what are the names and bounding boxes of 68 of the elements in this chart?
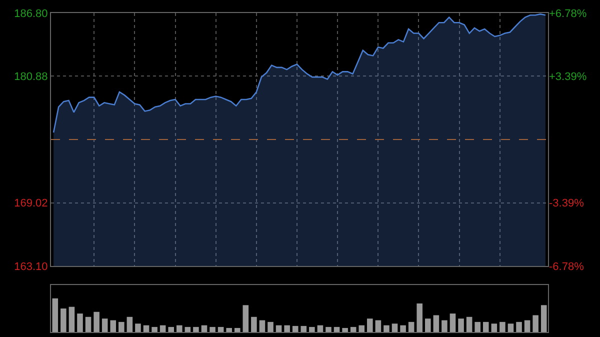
bar: [342, 328, 348, 332]
bar: [126, 316, 133, 332]
bar: [458, 318, 464, 332]
bar: [77, 314, 83, 332]
bar: [176, 325, 182, 332]
bar: [94, 312, 100, 332]
bar: [433, 315, 440, 332]
bar: [268, 322, 274, 332]
bar: [193, 326, 199, 332]
bar: [276, 325, 282, 332]
bar: [516, 322, 522, 332]
bar: [524, 320, 530, 332]
y2-tick-label: +6.78%: [549, 8, 587, 20]
bar: [152, 326, 158, 332]
bar: [259, 320, 266, 332]
y-tick-label: 163.10: [14, 260, 48, 273]
bar: [416, 303, 423, 332]
bar: [384, 325, 390, 332]
bar: [408, 322, 414, 332]
bar: [110, 320, 116, 332]
y2-tick-label: +3.39%: [549, 71, 587, 84]
bar: [210, 326, 216, 332]
bar: [474, 322, 480, 332]
bar: [135, 324, 141, 332]
bar: [234, 328, 240, 332]
bar: [491, 324, 498, 332]
bar: [508, 324, 514, 332]
y2-tick-label: -6.78%: [549, 260, 584, 273]
bar: [118, 322, 124, 332]
bar: [367, 318, 373, 332]
bar: [284, 325, 290, 332]
y-tick-label: 169.02: [14, 198, 48, 210]
bar: [160, 325, 166, 332]
y-tick-label: 180.88: [14, 71, 48, 84]
bar: [68, 306, 75, 332]
bar: [201, 325, 208, 332]
bar: [242, 305, 249, 332]
bar: [532, 315, 538, 332]
bar: [218, 326, 224, 332]
bar: [292, 326, 298, 332]
bar: [168, 326, 174, 332]
bar: [466, 316, 472, 332]
bar: [85, 316, 92, 332]
bar: [102, 318, 108, 332]
bar: [500, 322, 506, 332]
y-tick-label: 186.80: [14, 8, 48, 20]
bar: [375, 320, 382, 332]
bar: [143, 325, 150, 332]
bar: [251, 316, 257, 332]
bar: [309, 326, 315, 332]
bar: [334, 326, 340, 332]
bar: [358, 325, 365, 332]
y2-tick-label: -3.39%: [549, 198, 584, 210]
bar: [300, 326, 307, 332]
bar: [540, 305, 547, 332]
bar: [450, 314, 456, 332]
bar: [184, 326, 191, 332]
bar: [350, 326, 356, 332]
bar: [392, 324, 398, 332]
bar: [60, 308, 66, 332]
bar: [52, 298, 58, 332]
bar: [326, 326, 332, 332]
bar: [482, 322, 489, 332]
bar: [226, 328, 232, 332]
bar: [424, 318, 431, 332]
bar: [442, 320, 448, 332]
bar: [400, 325, 406, 332]
bar: [317, 325, 324, 332]
